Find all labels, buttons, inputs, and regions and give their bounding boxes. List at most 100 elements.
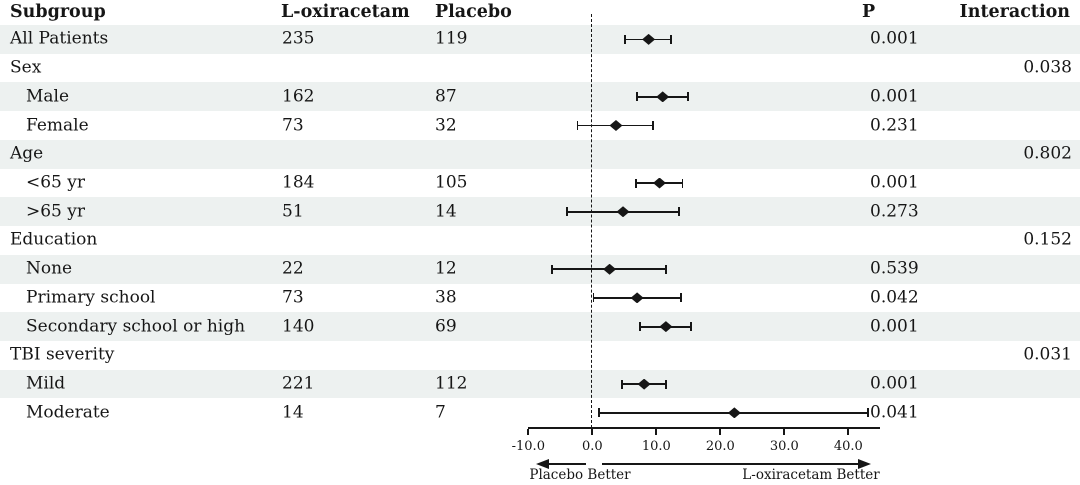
p-value: 0.001 [870, 86, 919, 107]
placebo-n-value: 112 [435, 373, 468, 394]
ci-lower-cap [621, 379, 624, 389]
p-value: 0.539 [870, 258, 919, 279]
p-value: 0.001 [870, 28, 919, 49]
ci-lower-cap [624, 34, 626, 44]
placebo-n-value: 12 [435, 258, 457, 279]
column-header-subgroup: Subgroup [10, 2, 106, 22]
point-estimate-diamond [659, 321, 673, 333]
placebo-n-value: 14 [435, 201, 457, 222]
point-estimate-diamond [642, 33, 656, 45]
interaction-p-value: 0.038 [1023, 57, 1072, 78]
right-arrow-icon [858, 459, 871, 469]
subgroup-label: Female [26, 115, 89, 136]
x-axis-tick [655, 429, 658, 435]
table-row: Mild 221 112 0.001 [0, 369, 1080, 399]
placebo-n-value: 69 [435, 316, 457, 337]
left-arrow-icon [536, 459, 549, 469]
subgroup-label: <65 yr [26, 172, 86, 193]
subgroup-label: All Patients [10, 28, 109, 49]
table-row: Primary school 73 38 0.042 [0, 284, 1080, 313]
x-axis-tick-label: 0.0 [581, 439, 603, 454]
table-row: TBI severity 0.031 [0, 341, 1080, 370]
subgroup-label: >65 yr [26, 201, 86, 222]
placebo-n-value: 87 [435, 86, 457, 107]
p-value: 0.001 [870, 316, 919, 337]
x-axis-tick [783, 429, 786, 435]
ci-lower-cap [639, 322, 642, 332]
point-estimate-diamond [616, 206, 630, 218]
interaction-p-value: 0.802 [1023, 143, 1072, 164]
zero-reference-line [590, 14, 592, 428]
ci-lower-cap [551, 264, 553, 274]
column-header-treatment: L-oxiracetam [281, 2, 410, 22]
x-axis-tick-label: -10.0 [511, 439, 545, 454]
point-estimate-diamond [637, 378, 651, 390]
subgroup-label: Sex [10, 57, 42, 78]
p-value: 0.001 [870, 172, 919, 193]
table-row: Age 0.802 [0, 139, 1080, 169]
ci-upper-cap [687, 92, 690, 102]
subgroup-label: Primary school [26, 287, 156, 308]
treatment-n-value: 235 [282, 28, 315, 49]
ci-upper-cap [867, 408, 870, 418]
treatment-n-value: 73 [282, 115, 304, 136]
treatment-n-value: 184 [282, 172, 315, 193]
subgroup-label: Moderate [26, 402, 110, 423]
subgroup-label: Secondary school or high [26, 316, 246, 337]
placebo-n-value: 32 [435, 115, 457, 136]
treatment-n-value: 73 [282, 287, 304, 308]
interaction-p-value: 0.152 [1023, 230, 1072, 251]
p-value: 0.273 [870, 201, 919, 222]
table-row: None 22 12 0.539 [0, 254, 1080, 284]
placebo-n-value: 7 [435, 402, 446, 423]
p-value: 0.231 [870, 115, 919, 136]
column-header-placebo: Placebo [435, 2, 512, 22]
subgroup-label: None [26, 258, 73, 279]
x-axis-line [528, 427, 880, 430]
x-axis-tick [847, 429, 850, 435]
ci-lower-cap [636, 92, 638, 102]
p-value: 0.041 [870, 402, 919, 423]
table-row: Moderate 14 7 0.041 [0, 398, 1080, 427]
ci-upper-cap [681, 178, 684, 188]
point-estimate-diamond [727, 407, 741, 419]
x-axis-tick-label: 30.0 [769, 439, 799, 454]
subgroup-label: TBI severity [10, 344, 115, 365]
table-row: Male 162 87 0.001 [0, 82, 1080, 112]
column-header-interaction: Interaction [959, 2, 1070, 22]
placebo-n-value: 119 [435, 28, 468, 49]
ci-upper-cap [652, 121, 654, 131]
treatment-n-value: 221 [282, 373, 315, 394]
x-axis-tick-label: 20.0 [705, 439, 735, 454]
table-row: Sex 0.038 [0, 54, 1080, 83]
p-value: 0.001 [870, 373, 919, 394]
column-header-p: P [862, 2, 876, 22]
ci-upper-cap [665, 379, 667, 389]
ci-upper-cap [665, 264, 667, 274]
placebo-n-value: 38 [435, 287, 457, 308]
ci-upper-cap [680, 293, 683, 303]
ci-upper-cap [689, 322, 692, 332]
treatment-n-value: 14 [282, 402, 304, 423]
placebo-better-arrow-shaft [544, 463, 586, 465]
treatment-n-value: 162 [282, 86, 315, 107]
footer-label-placebo-better: Placebo Better [529, 467, 631, 483]
table-row: >65 yr 51 14 0.273 [0, 197, 1080, 227]
point-estimate-diamond [609, 120, 623, 132]
ci-lower-cap [576, 121, 579, 131]
x-axis-tick [591, 429, 594, 435]
ci-lower-cap [592, 293, 595, 303]
subgroup-label: Education [10, 230, 98, 251]
treatment-n-value: 140 [282, 316, 315, 337]
footer-label-treatment-better: L-oxiracetam Better [742, 467, 880, 483]
ci-lower-cap [566, 207, 569, 217]
ci-upper-cap [677, 207, 680, 217]
p-value: 0.042 [870, 287, 919, 308]
placebo-n-value: 105 [435, 172, 468, 193]
ci-lower-cap [597, 408, 600, 418]
subgroup-label: Age [10, 143, 44, 164]
point-estimate-diamond [603, 263, 617, 275]
point-estimate-diamond [656, 91, 670, 103]
x-axis-tick [719, 429, 722, 435]
